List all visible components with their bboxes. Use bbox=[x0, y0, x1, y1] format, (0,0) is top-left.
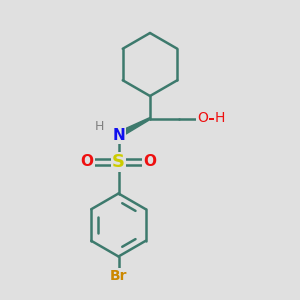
Polygon shape bbox=[117, 118, 150, 138]
Text: O: O bbox=[80, 154, 94, 169]
Text: H: H bbox=[95, 119, 105, 133]
Text: H: H bbox=[215, 112, 225, 125]
Text: Br: Br bbox=[110, 269, 127, 283]
Text: O: O bbox=[197, 112, 208, 125]
Text: O: O bbox=[143, 154, 157, 169]
Text: N: N bbox=[112, 128, 125, 142]
Text: S: S bbox=[112, 153, 125, 171]
